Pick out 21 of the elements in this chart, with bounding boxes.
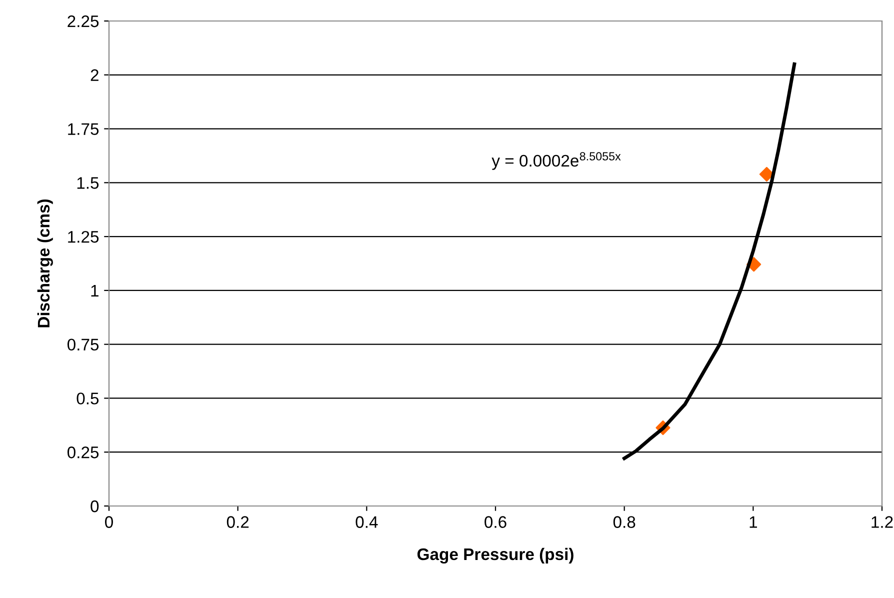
x-tick-label: 0.8 [613,516,636,528]
y-tick-label: 0.75 [67,338,99,351]
y-tick-label: 2 [90,69,98,81]
y-tick-label: 0.25 [67,446,99,458]
y-tick-label: 1.5 [77,177,99,189]
y-tick-label: 2.25 [68,15,99,28]
x-tick-label: 0 [105,516,113,528]
y-axis-title: Discharge (cms) [37,199,53,328]
y-tick-label: 1 [91,285,98,296]
x-tick-label: 1.2 [872,516,893,528]
x-tick-label: 1 [750,516,757,528]
x-tick-label: 0.6 [484,516,506,528]
annotation: y = 0.0002e$^{8.5055x}$ [492,152,621,170]
y-tick-label: 0.5 [76,392,99,404]
y-tick-label: 1.25 [68,230,99,243]
y-tick-label: 1.75 [68,123,99,135]
point [759,166,774,182]
x-tick-label: 0.2 [226,516,249,528]
y-tick-label: 0 [90,500,99,512]
x-tick-label: 0.4 [356,516,378,528]
x-axis-title: Gage Pressure (psi) [417,548,574,564]
